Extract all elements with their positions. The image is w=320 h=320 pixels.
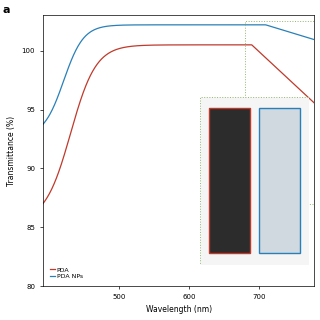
Line: PDA: PDA — [43, 45, 315, 204]
Bar — [245, 21, 315, 204]
PDA NPs — [41, 123, 45, 126]
PDA NPs — [111, 24, 115, 28]
PDA NPs — [245, 23, 249, 27]
PDA NPs — [222, 23, 226, 27]
PDA — [250, 43, 253, 47]
PDA NPs — [201, 23, 205, 27]
PDA — [313, 101, 316, 105]
Line: PDA NPs: PDA NPs — [43, 25, 315, 124]
PDA — [201, 43, 205, 47]
PDA — [164, 43, 168, 47]
PDA NPs — [164, 23, 168, 27]
Y-axis label: Transmittance (%): Transmittance (%) — [7, 116, 16, 186]
Text: a: a — [2, 4, 10, 15]
PDA NPs — [313, 38, 316, 42]
PDA NPs — [264, 23, 268, 27]
X-axis label: Wavelength (nm): Wavelength (nm) — [146, 306, 212, 315]
PDA — [245, 43, 249, 47]
PDA — [111, 49, 115, 53]
PDA — [41, 202, 45, 206]
PDA — [89, 73, 93, 76]
PDA — [222, 43, 226, 47]
PDA NPs — [89, 30, 93, 34]
Legend: PDA, PDA NPs: PDA, PDA NPs — [49, 266, 84, 280]
